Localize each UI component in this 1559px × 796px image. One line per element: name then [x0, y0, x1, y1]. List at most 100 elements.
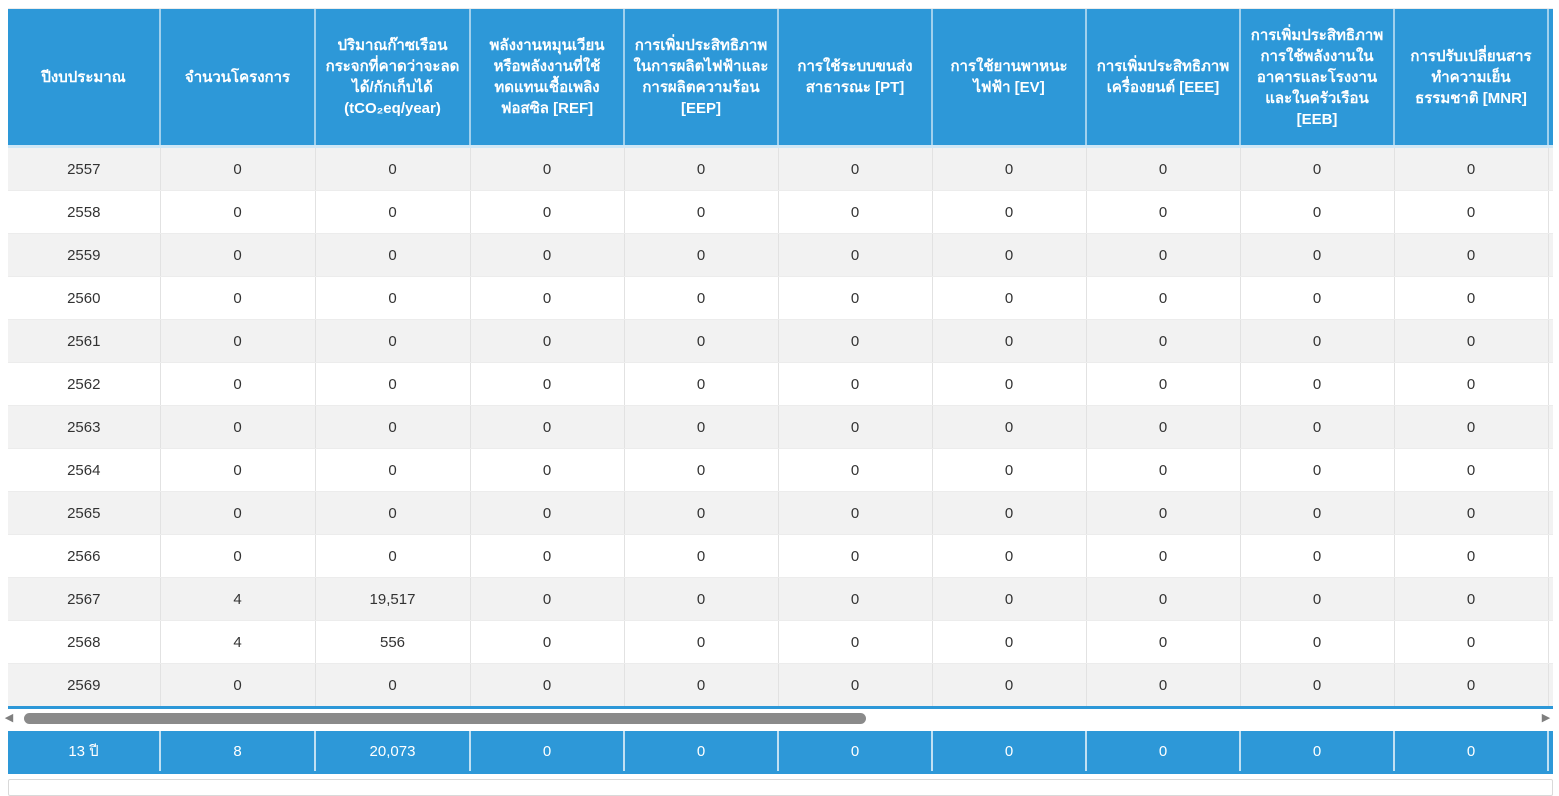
clipped-column-cell — [1548, 731, 1553, 774]
table-row: 2557 0 0 0 0 0 0 0 0 0 — [8, 146, 1553, 191]
table-scroll-container[interactable]: ปีงบประมาณ จำนวนโครงการ ปริมาณก๊าซเรือน กร… — [8, 8, 1553, 709]
value-cell: 0 — [1086, 276, 1241, 320]
value-cell: 0 — [624, 362, 779, 406]
value-cell: 0 — [624, 146, 779, 191]
value-cell: 0 — [315, 319, 471, 363]
value-cell: 0 — [1240, 577, 1395, 621]
value-cell: 0 — [624, 577, 779, 621]
column-header-8: การเพิ่มประสิทธิภาพ เครื่องยนต์ [EEE] — [1086, 9, 1241, 148]
value-cell: 556 — [315, 620, 471, 664]
table-row: 2563 0 0 0 0 0 0 0 0 0 — [8, 405, 1553, 449]
scroll-left-icon[interactable]: ◀ — [4, 712, 14, 724]
value-cell: 0 — [932, 577, 1087, 621]
value-cell: 0 — [160, 534, 316, 578]
value-cell: 0 — [315, 534, 471, 578]
value-cell: 0 — [315, 448, 471, 492]
value-cell: 0 — [315, 405, 471, 449]
value-cell: 0 — [160, 233, 316, 277]
value-cell: 0 — [1394, 577, 1549, 621]
value-cell: 0 — [624, 491, 779, 535]
fiscal-year-cell: 2557 — [8, 146, 161, 191]
value-cell: 0 — [160, 362, 316, 406]
value-cell: 0 — [1086, 190, 1241, 234]
fiscal-year-cell: 2559 — [8, 233, 161, 277]
fiscal-year-cell: 2569 — [8, 663, 161, 709]
totals-row: 13 ปี 8 20,073 0 0 0 0 0 0 0 — [8, 731, 1553, 774]
clipped-column-cell — [1548, 233, 1553, 277]
value-cell: 0 — [624, 276, 779, 320]
ghg-projects-table: ปีงบประมาณ จำนวนโครงการ ปริมาณก๊าซเรือน กร… — [8, 9, 1553, 709]
totals-value-cell: 0 — [1240, 731, 1395, 774]
totals-value-cell: 0 — [932, 731, 1087, 774]
value-cell: 0 — [932, 233, 1087, 277]
table-row: 2564 0 0 0 0 0 0 0 0 0 — [8, 448, 1553, 492]
value-cell: 0 — [624, 663, 779, 709]
scroll-right-icon[interactable]: ▶ — [1541, 712, 1551, 724]
table-row: 2568 4 556 0 0 0 0 0 0 0 — [8, 620, 1553, 664]
scrollbar-thumb[interactable] — [24, 713, 866, 724]
value-cell: 0 — [778, 663, 933, 709]
value-cell: 0 — [1240, 663, 1395, 709]
value-cell: 0 — [1086, 146, 1241, 191]
totals-value-cell: 0 — [470, 731, 625, 774]
totals-value-cell: 20,073 — [315, 731, 471, 774]
value-cell: 0 — [1394, 405, 1549, 449]
value-cell: 0 — [1086, 233, 1241, 277]
value-cell: 19,517 — [315, 577, 471, 621]
value-cell: 0 — [1086, 405, 1241, 449]
value-cell: 0 — [778, 362, 933, 406]
value-cell: 0 — [932, 146, 1087, 191]
fiscal-year-cell: 2562 — [8, 362, 161, 406]
value-cell: 0 — [1394, 146, 1549, 191]
table-row: 2561 0 0 0 0 0 0 0 0 0 — [8, 319, 1553, 363]
totals-table: 13 ปี 8 20,073 0 0 0 0 0 0 0 — [8, 731, 1553, 774]
value-cell: 0 — [778, 577, 933, 621]
table-row: 2567 4 19,517 0 0 0 0 0 0 0 — [8, 577, 1553, 621]
value-cell: 0 — [160, 276, 316, 320]
value-cell: 0 — [1086, 319, 1241, 363]
value-cell: 0 — [160, 190, 316, 234]
value-cell: 0 — [1086, 362, 1241, 406]
value-cell: 0 — [1086, 491, 1241, 535]
value-cell: 0 — [778, 491, 933, 535]
value-cell: 0 — [1240, 620, 1395, 664]
table-row: 2566 0 0 0 0 0 0 0 0 0 — [8, 534, 1553, 578]
value-cell: 0 — [160, 663, 316, 709]
value-cell: 0 — [1240, 233, 1395, 277]
value-cell: 0 — [778, 620, 933, 664]
value-cell: 0 — [932, 405, 1087, 449]
column-header-2: จำนวนโครงการ — [160, 9, 316, 148]
value-cell: 0 — [315, 663, 471, 709]
value-cell: 0 — [778, 319, 933, 363]
column-header-3: ปริมาณก๊าซเรือน กระจกที่คาดว่าจะลด ได้/ก… — [315, 9, 471, 148]
table-header: ปีงบประมาณ จำนวนโครงการ ปริมาณก๊าซเรือน กร… — [8, 9, 1553, 148]
value-cell: 0 — [624, 620, 779, 664]
value-cell: 0 — [624, 233, 779, 277]
value-cell: 0 — [315, 276, 471, 320]
fiscal-year-cell: 2561 — [8, 319, 161, 363]
horizontal-scrollbar[interactable]: ◀ ▶ — [2, 710, 1553, 727]
value-cell: 4 — [160, 577, 316, 621]
fiscal-year-cell: 2558 — [8, 190, 161, 234]
clipped-column-cell — [1548, 448, 1553, 492]
clipped-column-cell — [1548, 190, 1553, 234]
value-cell: 0 — [470, 146, 625, 191]
value-cell: 0 — [160, 491, 316, 535]
value-cell: 0 — [778, 534, 933, 578]
value-cell: 0 — [315, 233, 471, 277]
value-cell: 0 — [932, 319, 1087, 363]
clipped-column-cell — [1548, 276, 1553, 320]
value-cell: 0 — [932, 620, 1087, 664]
value-cell: 0 — [470, 620, 625, 664]
header-row: ปีงบประมาณ จำนวนโครงการ ปริมาณก๊าซเรือน กร… — [8, 9, 1553, 148]
table-row: 2569 0 0 0 0 0 0 0 0 0 — [8, 663, 1553, 709]
fiscal-year-cell: 2566 — [8, 534, 161, 578]
scrollbar-track[interactable] — [16, 710, 1539, 727]
value-cell: 0 — [1086, 663, 1241, 709]
table-row: 2560 0 0 0 0 0 0 0 0 0 — [8, 276, 1553, 320]
clipped-column-cell — [1548, 577, 1553, 621]
clipped-column-cell — [1548, 620, 1553, 664]
totals-value-cell: 0 — [624, 731, 779, 774]
totals-value-cell: 8 — [160, 731, 316, 774]
value-cell: 0 — [778, 233, 933, 277]
